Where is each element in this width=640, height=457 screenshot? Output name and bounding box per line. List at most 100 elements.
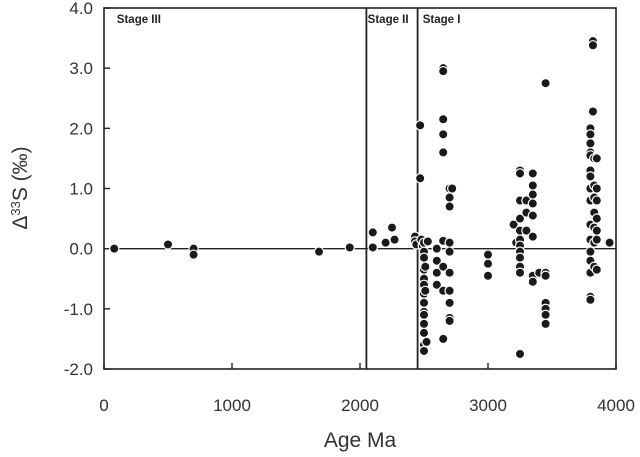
data-point: [604, 237, 615, 248]
data-point: [540, 78, 551, 89]
y-tick-label: -1.0: [64, 300, 93, 319]
data-point: [420, 261, 431, 272]
data-point: [438, 114, 449, 125]
y-tick-label: 2.0: [69, 119, 93, 138]
x-axis-label: Age Ma: [324, 429, 397, 452]
data-point: [587, 40, 599, 51]
data-point: [422, 236, 434, 247]
y-axis-label-superscript: 33: [8, 201, 23, 215]
data-point: [527, 189, 539, 200]
data-point: [514, 168, 526, 179]
data-point: [418, 345, 430, 357]
x-tick-label: 2000: [341, 396, 379, 415]
y-axis-label-delta: Δ: [9, 216, 32, 230]
data-point: [540, 309, 551, 321]
data-point: [540, 270, 551, 281]
data-point: [514, 213, 526, 224]
data-point: [386, 222, 398, 233]
data-point: [591, 234, 603, 245]
y-axis-label: Δ33S (‰): [8, 146, 33, 229]
y-tick-label: 4.0: [69, 0, 93, 18]
data-point: [482, 249, 494, 260]
data-point: [438, 147, 449, 158]
y-axis-label-rest: S (‰): [9, 146, 32, 201]
plot-area-frame: [103, 7, 617, 370]
data-point: [109, 243, 120, 254]
data-point: [585, 246, 596, 257]
data-point: [431, 243, 442, 254]
data-point: [591, 153, 603, 164]
data-point: [527, 168, 539, 179]
data-point: [585, 171, 596, 182]
data-point: [444, 315, 455, 327]
data-point: [444, 237, 455, 248]
data-point: [444, 297, 455, 309]
data-point: [313, 246, 325, 257]
data-point: [540, 318, 551, 330]
stage-label: Stage III: [117, 14, 161, 26]
chart-overlays: Stage III Stage II Stage I: [104, 8, 616, 369]
data-point: [188, 249, 199, 260]
x-tick-label: 0: [99, 396, 108, 415]
data-point: [367, 242, 378, 253]
data-point: [431, 267, 442, 278]
data-point: [418, 252, 430, 263]
data-points: [109, 35, 615, 360]
data-point: [508, 219, 519, 230]
stage-label: Stage I: [423, 14, 461, 26]
data-point: [421, 336, 432, 348]
data-point: [444, 201, 455, 212]
data-point: [527, 180, 539, 191]
y-tick-label: 3.0: [69, 59, 93, 78]
data-point: [367, 227, 378, 238]
x-tick-label: 4000: [597, 396, 635, 415]
data-point: [585, 138, 596, 149]
x-tick-label: 1000: [213, 396, 251, 415]
data-point: [438, 261, 449, 272]
data-point: [482, 258, 494, 269]
data-point: [414, 120, 426, 131]
data-point: [482, 270, 494, 281]
data-point: [514, 267, 526, 278]
data-point: [418, 297, 430, 309]
data-point: [418, 309, 430, 321]
data-point: [591, 225, 603, 236]
data-point: [527, 198, 539, 209]
y-tick-label: 0.0: [69, 240, 93, 259]
data-point: [587, 106, 599, 117]
data-point: [591, 195, 603, 206]
data-point: [444, 246, 455, 257]
data-point: [514, 348, 526, 360]
data-point: [591, 213, 603, 224]
data-point: [418, 327, 430, 339]
x-tick-label: 3000: [469, 396, 507, 415]
data-point: [438, 333, 449, 345]
data-point: [591, 264, 603, 275]
data-point: [380, 237, 391, 248]
data-point: [431, 255, 442, 266]
data-point: [418, 318, 430, 330]
x-axis-ticks: 0 1000 2000 3000 4000: [99, 363, 635, 415]
data-point: [438, 65, 449, 77]
data-point: [527, 231, 539, 242]
data-point: [389, 234, 400, 245]
y-tick-label: 1.0: [69, 180, 93, 199]
y-tick-label: -2.0: [64, 360, 93, 379]
data-point: [420, 285, 431, 296]
data-point: [527, 210, 539, 221]
data-point: [444, 267, 455, 278]
data-point: [527, 276, 539, 287]
data-point: [521, 225, 532, 236]
y-axis-ticks: 4.0 3.0 2.0 1.0 0.0 -1.0 -2.0: [64, 0, 110, 379]
stage-label: Stage II: [368, 14, 409, 26]
data-point: [431, 279, 442, 290]
data-point: [344, 242, 355, 253]
data-point: [414, 173, 426, 184]
data-point: [591, 183, 603, 194]
data-point: [444, 285, 455, 296]
data-point: [585, 129, 596, 140]
data-point: [444, 192, 455, 203]
data-point: [446, 183, 458, 194]
data-point: [514, 252, 526, 263]
